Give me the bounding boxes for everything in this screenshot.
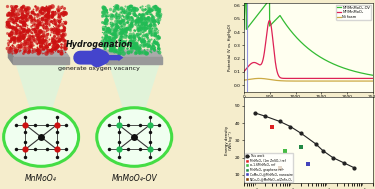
Text: Hydrogenation: Hydrogenation (66, 40, 133, 49)
NF/MnMoO₄-OV (330, 63, 335, 65)
Ni foam (257, 77, 261, 80)
NF/MnMoO₄ (242, 71, 246, 73)
FancyArrow shape (77, 54, 123, 61)
Line: Ni foam: Ni foam (244, 78, 373, 81)
NF/MnMoO₄ (294, 77, 298, 80)
Ni foam (371, 80, 375, 82)
Polygon shape (9, 50, 13, 64)
Line: NF/MnMoO₄: NF/MnMoO₄ (244, 21, 373, 78)
Ni foam (242, 79, 246, 81)
Circle shape (97, 108, 172, 166)
Ni foam (342, 80, 347, 82)
NF/MnMoO₄ (371, 77, 375, 80)
Y-axis label: Potential (V vs. Hg/HgO): Potential (V vs. Hg/HgO) (228, 24, 232, 71)
NF/MnMoO₄-OV (242, 28, 246, 30)
NF/MnMoO₄ (320, 77, 324, 80)
Ni foam (330, 80, 335, 82)
NF/MnMoO₄-OV (371, 74, 375, 77)
Text: MnMoO₄: MnMoO₄ (25, 174, 57, 183)
Polygon shape (106, 57, 162, 64)
NF/MnMoO₄ (343, 77, 347, 80)
Ni foam (298, 80, 303, 82)
Circle shape (4, 108, 79, 166)
Text: MnMoO₄-OV: MnMoO₄-OV (111, 174, 157, 183)
Ni foam (346, 80, 351, 82)
Ni foam (294, 80, 298, 82)
NF/MnMoO₄-OV (345, 68, 350, 70)
Polygon shape (9, 50, 69, 57)
NF/MnMoO₄-OV (298, 41, 303, 43)
NF/MnMoO₄ (255, 62, 259, 65)
Ni foam (255, 77, 259, 80)
Polygon shape (106, 57, 162, 110)
Y-axis label: Energy density
(Wh kg⁻¹): Energy density (Wh kg⁻¹) (225, 126, 233, 155)
NF/MnMoO₄-OV (255, 14, 260, 17)
Polygon shape (13, 57, 69, 110)
NF/MnMoO₄ (345, 77, 350, 80)
NF/MnMoO₄ (298, 77, 303, 80)
NF/MnMoO₄-OV (342, 67, 347, 70)
NF/MnMoO₄-OV (294, 36, 298, 38)
X-axis label: Time (s): Time (s) (300, 101, 317, 105)
Polygon shape (102, 50, 162, 57)
NF/MnMoO₄ (267, 19, 272, 22)
Polygon shape (13, 57, 69, 64)
Ni foam (345, 80, 350, 82)
Legend: NF/MnMoO₄-OV, NF/MnMoO₄, Ni foam: NF/MnMoO₄-OV, NF/MnMoO₄, Ni foam (336, 5, 371, 20)
Polygon shape (102, 50, 106, 64)
Text: generate oxygen vacancy: generate oxygen vacancy (58, 66, 140, 70)
Line: NF/MnMoO₄-OV: NF/MnMoO₄-OV (244, 0, 373, 75)
NF/MnMoO₄ (331, 77, 335, 80)
Legend: This work, MnMoO₄ (1m ZnSO₄) ref, α-1.6MnMoO₄ ref, MnMoO₄ graphene ref², CoMn₂O₄: This work, MnMoO₄ (1m ZnSO₄) ref, α-1.6M… (245, 153, 294, 182)
